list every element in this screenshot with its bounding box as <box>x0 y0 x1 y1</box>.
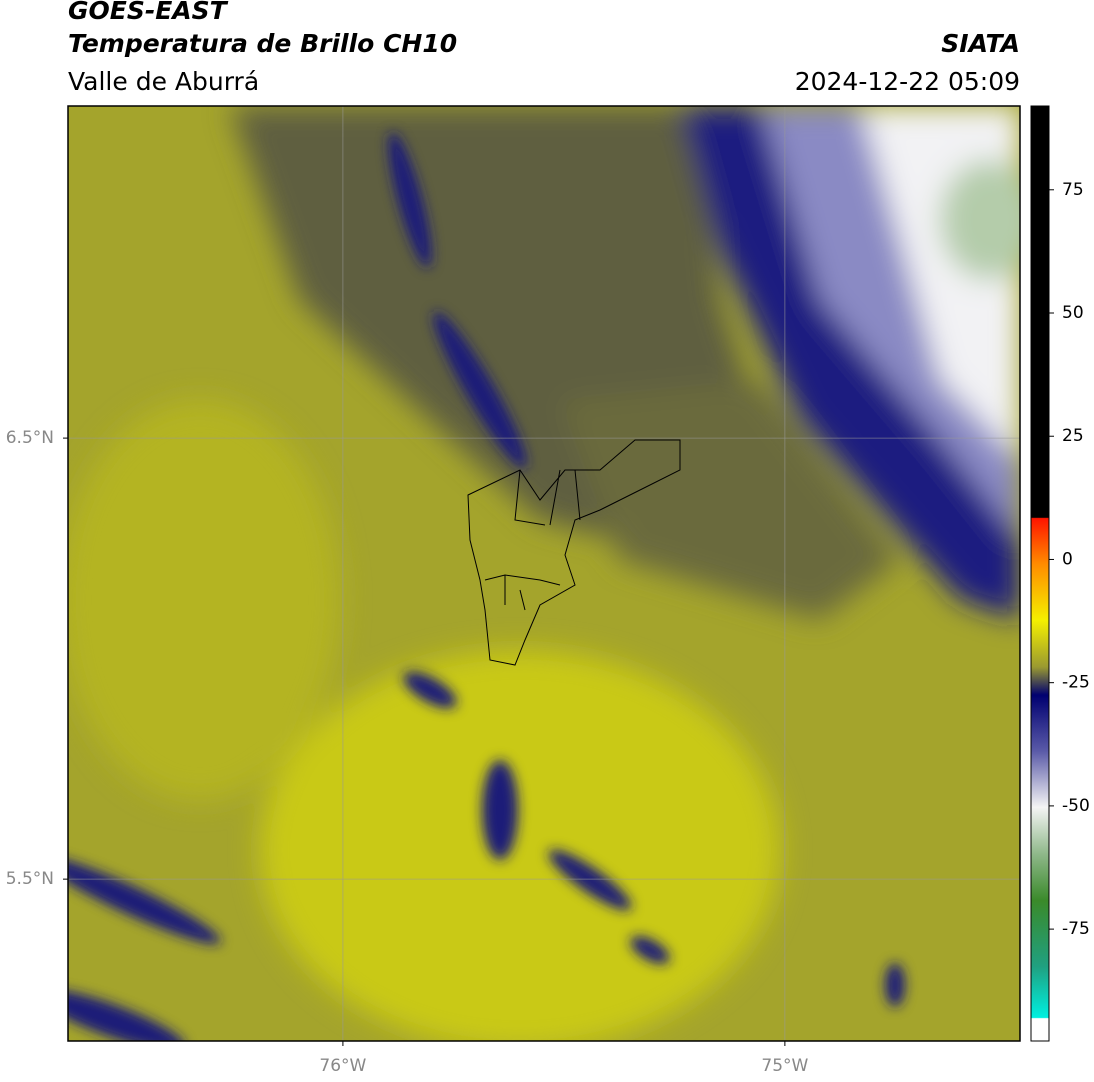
subtitle: Temperatura de Brillo CH10 <box>68 29 457 58</box>
satellite-image <box>68 106 1020 1041</box>
map-frame <box>67 105 1021 1042</box>
y-tick-label: 6.5°N <box>6 428 54 448</box>
colorbar-tick-label: -75 <box>1062 919 1090 939</box>
colorbar-tick-label: 50 <box>1062 303 1084 323</box>
source: SIATA <box>941 29 1020 58</box>
colorbar <box>1030 105 1050 1042</box>
colorbar-tick-label: 25 <box>1062 426 1084 446</box>
municipal-boundaries <box>467 439 681 666</box>
x-tick-label: 76°W <box>319 1056 366 1076</box>
colorbar-tick-label: 0 <box>1062 549 1073 569</box>
colorbar-tick-label: 75 <box>1062 180 1084 200</box>
title: GOES-EAST <box>68 0 229 25</box>
colorbar-tick-label: -50 <box>1062 796 1090 816</box>
x-tick-label: 75°W <box>761 1056 808 1076</box>
graticule <box>68 106 1020 1041</box>
datetime: 2024-12-22 05:09 <box>795 67 1020 96</box>
region: Valle de Aburrá <box>68 67 259 96</box>
colorbar-tick-label: -25 <box>1062 673 1090 693</box>
y-tick-label: 5.5°N <box>6 869 54 889</box>
